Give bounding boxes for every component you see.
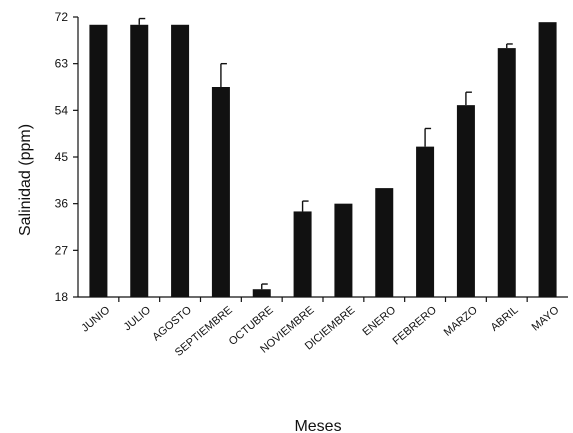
x-tick-label: ENERO [360,304,398,339]
bar-enero [375,188,394,297]
y-tick-label: 72 [55,10,69,24]
bar-noviembre [293,211,312,297]
bar-septiembre [211,87,230,297]
bar-agosto [171,24,190,298]
y-tick-label: 45 [55,150,69,164]
x-axis-ticks: JUNIO JULIOAGOSTOSEPTIEMBREOCTUBRENOVIEMB… [79,297,562,359]
y-tick-label: 18 [55,290,69,304]
bar-abril [497,48,516,297]
bar-mayo [538,22,557,298]
x-tick-label: ABRIL [489,304,521,334]
y-axis-title: Salinidad (ppm) [17,124,34,236]
bar-febrero [416,146,435,297]
y-axis-ticks: 18 27 36 45 54 63 72 [55,10,78,304]
bar-junio [89,24,108,298]
x-axis-title: Meses [294,418,341,433]
bars-group [89,22,557,298]
x-tick-label: FEBRERO [391,304,440,348]
y-tick-label: 54 [55,103,69,117]
error-bars-group [138,17,513,290]
x-tick-label: MARZO [442,304,480,339]
bar-julio [130,24,149,298]
bar-marzo [456,105,475,297]
x-tick-label: JUNIO [79,304,112,335]
y-tick-label: 63 [55,57,69,71]
x-tick-label: MAYO [530,304,562,334]
y-tick-label: 27 [55,243,69,257]
x-tick-label: JULIO [122,304,154,334]
y-tick-label: 36 [55,197,69,211]
bar-octubre [252,289,271,297]
bar-diciembre [334,203,353,297]
